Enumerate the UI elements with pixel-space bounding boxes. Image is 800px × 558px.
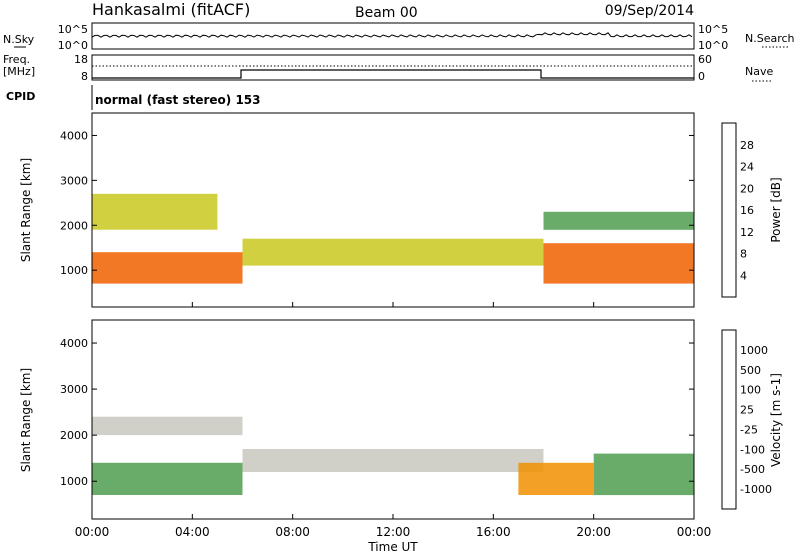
power-colorbar-tick-1: 8 (740, 248, 747, 261)
velocity-colorbar-tick-5: -100 (740, 443, 765, 456)
velocity-colorbar-tick-1: 500 (740, 364, 761, 377)
power-band-3 (543, 243, 694, 284)
velocity-y-tick-label-2: 3000 (60, 383, 88, 396)
freq-panel-frame (91, 54, 695, 81)
velocity-colorbar-tick-0: 1000 (740, 344, 768, 357)
velocity-band-0 (92, 462, 243, 495)
velocity-band-2 (242, 449, 544, 472)
noise-right-label: N.Search (745, 32, 795, 45)
velocity-colorbar: 1000 500 100 25 -25 -100 -500 -1000 (721, 329, 772, 510)
x-tick-label-1: 04:00 (175, 525, 210, 539)
freq-series (92, 69, 694, 79)
velocity-y-tick-label-1: 2000 (60, 429, 88, 442)
nave-label: Nave (745, 65, 773, 78)
power-y-tick-label-2: 3000 (60, 174, 88, 187)
power-colorbar-tick-0: 4 (740, 269, 747, 282)
beam-label: Beam 00 (355, 5, 418, 21)
velocity-y-axis-label: Slant Range [km] (19, 368, 33, 472)
cpid-label: CPID (6, 90, 35, 103)
freq-right-tick-bottom: 0 (698, 70, 705, 83)
power-colorbar-tick-6: 28 (740, 139, 754, 152)
noise-left-tick-top: 10^5 (58, 23, 88, 36)
velocity-y-axis: 1000 2000 3000 4000 (60, 337, 694, 488)
noise-left-label: N.Sky (3, 33, 35, 46)
power-y-axis-label: Slant Range [km] (19, 158, 33, 262)
freq-left-tick-bottom: 8 (81, 70, 88, 83)
power-y-axis: 1000 2000 3000 4000 (60, 129, 694, 277)
cpid-mode-text: normal (fast stereo) 153 (95, 93, 261, 107)
power-band-1 (92, 193, 218, 230)
power-colorbar-tick-2: 12 (740, 226, 754, 239)
noise-left-tick-bottom: 10^0 (58, 39, 88, 52)
velocity-colorbar-tick-4: -25 (740, 423, 758, 436)
velocity-band-4 (593, 453, 694, 496)
power-band-2 (242, 238, 544, 266)
power-heatmap (92, 193, 694, 284)
power-colorbar: 4 8 12 16 20 24 28 (721, 122, 754, 298)
time-axis: 00:00 04:00 08:00 12:00 16:00 20:00 00:00 (75, 302, 712, 539)
power-colorbar-label: Power [dB] (769, 177, 783, 242)
power-band-0 (92, 252, 243, 284)
x-tick-label-6: 00:00 (677, 525, 712, 539)
power-colorbar-tick-4: 20 (740, 182, 754, 195)
velocity-heatmap (92, 416, 694, 496)
power-y-tick-label-0: 1000 (60, 264, 88, 277)
velocity-y-tick-label-3: 4000 (60, 337, 88, 350)
power-colorbar-tick-3: 16 (740, 204, 754, 217)
date-label: 09/Sep/2014 (605, 3, 694, 19)
power-band-4 (543, 211, 694, 230)
velocity-colorbar-tick-7: -1000 (740, 483, 772, 496)
power-colorbar-tick-5: 24 (740, 161, 754, 174)
x-tick-label-0: 00:00 (75, 525, 110, 539)
freq-label-1: Freq. (3, 53, 30, 66)
velocity-band-3 (518, 462, 594, 495)
noise-right-tick-bottom: 10^0 (698, 39, 728, 52)
noise-panel-frame (91, 22, 695, 50)
power-y-tick-label-1: 2000 (60, 219, 88, 232)
velocity-colorbar-tick-2: 100 (740, 384, 761, 397)
x-axis-label: Time UT (367, 540, 418, 554)
velocity-colorbar-label: Velocity [m s-1] (769, 373, 783, 467)
station-title: Hankasalmi (fitACF) (92, 0, 250, 19)
velocity-colorbar-tick-3: 25 (740, 404, 754, 417)
noise-right-tick-top: 10^5 (698, 23, 728, 36)
freq-label-2: [MHz] (3, 65, 35, 78)
velocity-y-tick-label-0: 1000 (60, 475, 88, 488)
x-tick-label-4: 16:00 (476, 525, 511, 539)
freq-left-tick-top: 18 (74, 53, 88, 66)
noise-sky-series (91, 32, 693, 38)
freq-right-tick-top: 60 (698, 53, 712, 66)
x-tick-label-2: 08:00 (275, 525, 310, 539)
velocity-band-1 (92, 416, 243, 436)
velocity-colorbar-frame (721, 329, 737, 510)
x-tick-label-5: 20:00 (576, 525, 611, 539)
power-y-tick-label-3: 4000 (60, 129, 88, 142)
power-colorbar-frame (721, 122, 737, 298)
x-tick-label-3: 12:00 (376, 525, 411, 539)
velocity-colorbar-tick-6: -500 (740, 463, 765, 476)
